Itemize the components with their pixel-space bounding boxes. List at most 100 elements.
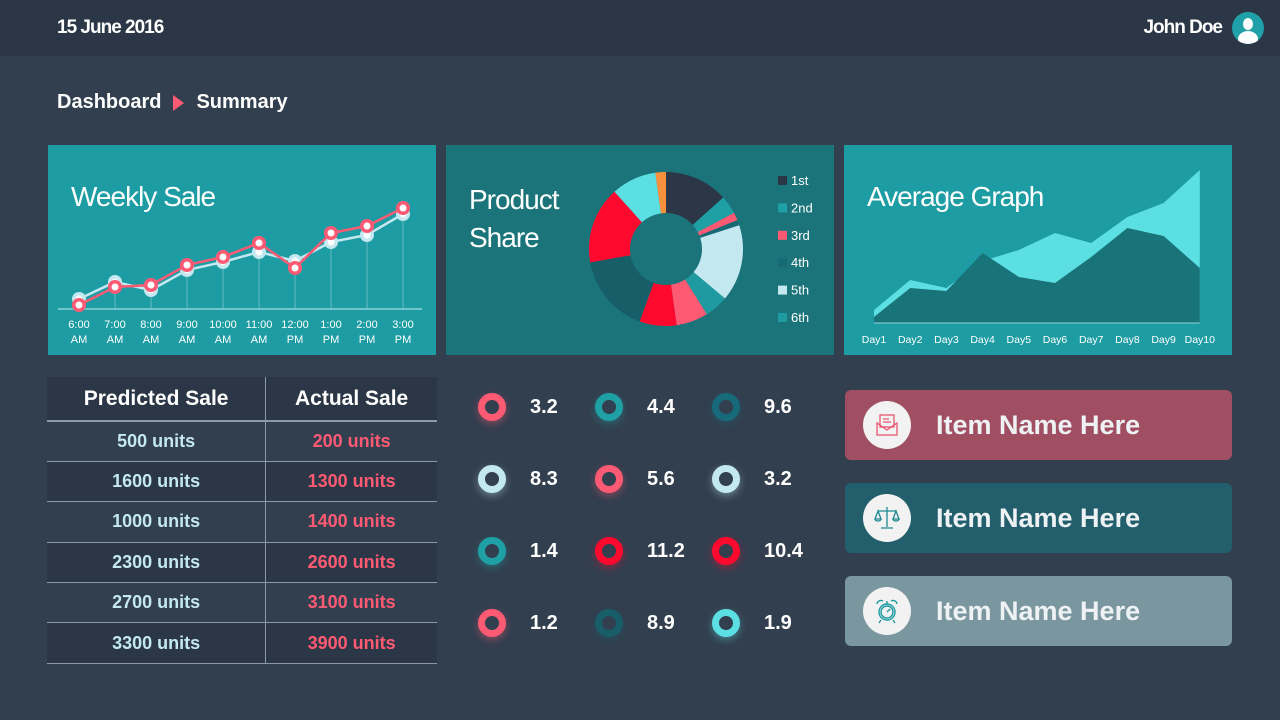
- x-tick-label: 3:00: [392, 319, 413, 331]
- metric-value: 10.4: [764, 539, 803, 562]
- actual-cell: 2600 units: [265, 542, 437, 584]
- card-title: Weekly Sale: [71, 181, 216, 212]
- ring-icon: [595, 609, 623, 637]
- x-tick-label: 7:00: [104, 319, 125, 331]
- x-tick-label: Day10: [1185, 334, 1216, 346]
- metric-item: 10.4: [712, 537, 803, 565]
- pie-slice: [697, 212, 738, 236]
- predicted-cell: 1600 units: [47, 461, 267, 503]
- data-point-center: [255, 239, 263, 247]
- legend-label: 6th: [791, 310, 809, 325]
- ring-icon: [595, 465, 623, 493]
- data-point-center: [363, 231, 371, 239]
- metric-value: 8.9: [647, 611, 675, 634]
- data-point-center: [399, 204, 407, 212]
- legend-swatch: [778, 230, 787, 240]
- item-button[interactable]: Item Name Here: [845, 576, 1232, 646]
- x-tick-label: 2:00: [356, 319, 377, 331]
- weekly-sale-card: Weekly Sale 6:00 AM 7:00 AM 8:00 AM 9:00 AM 10:0…: [48, 145, 436, 355]
- ring-icon: [712, 609, 740, 637]
- pie-slice: [589, 191, 642, 263]
- data-point-center: [183, 261, 191, 269]
- metric-value: 3.2: [530, 395, 558, 418]
- data-point-center: [327, 238, 335, 246]
- item-label: Item Name Here: [936, 409, 1141, 440]
- legend-label: 5th: [791, 283, 809, 298]
- x-tick-label: Day4: [970, 334, 995, 346]
- product-share-chart: 1st 2nd 3rd 4th 5th 6th: [589, 172, 813, 326]
- pie-slice: [693, 225, 743, 299]
- ring-icon: [595, 537, 623, 565]
- scales-icon: [863, 494, 911, 542]
- pie-slice: [692, 197, 734, 233]
- alarm-clock-icon: [863, 587, 911, 635]
- table-row: 2700 units 3100 units: [47, 582, 437, 624]
- predicted-cell: 2700 units: [47, 582, 267, 624]
- metric-value: 1.4: [530, 539, 558, 562]
- data-point-center: [255, 248, 263, 256]
- pie-slice: [671, 279, 707, 326]
- predicted-cell: 2300 units: [47, 542, 267, 584]
- x-tick-label: PM: [287, 334, 304, 346]
- metric-item: 8.3: [478, 465, 558, 493]
- pie-slice: [699, 220, 740, 238]
- x-tick-label: 6:00: [68, 319, 89, 331]
- legend-swatch: [778, 203, 787, 213]
- item-button[interactable]: Item Name Here: [845, 390, 1232, 460]
- metric-value: 1.2: [530, 611, 558, 634]
- metric-value: 5.6: [647, 467, 675, 490]
- x-tick-label: 11:00: [246, 319, 273, 331]
- x-tick-label: AM: [71, 334, 88, 346]
- metric-value: 11.2: [647, 539, 685, 562]
- series-line-pink: [78, 206, 404, 307]
- legend-label: 3rd: [791, 228, 810, 243]
- date-label: 15 June 2016: [57, 17, 164, 38]
- metric-item: 8.9: [595, 609, 675, 637]
- data-point-center: [111, 283, 119, 291]
- breadcrumb-dashboard[interactable]: Dashboard: [57, 91, 162, 113]
- legend-swatch: [778, 313, 787, 322]
- column-header: Actual Sale: [265, 377, 437, 422]
- ring-icon: [595, 393, 623, 421]
- x-tick-label: AM: [143, 334, 160, 346]
- predicted-cell: 500 units: [47, 421, 267, 462]
- x-tick-label: 12:00: [281, 319, 309, 331]
- sales-table: Predicted Sale Actual Sale 500 units 200 …: [47, 377, 437, 664]
- product-share-card: Product Share 1st 2nd 3rd 4th 5th 6th: [446, 145, 834, 355]
- data-point-center: [147, 281, 155, 289]
- x-tick-label: Day3: [934, 334, 959, 346]
- user-name[interactable]: John Doe: [1143, 17, 1223, 38]
- pie-slice: [639, 282, 677, 326]
- item-label: Item Name Here: [936, 502, 1141, 533]
- average-graph-card: Average Graph Day1 Day2 Day3 Day4 Day5 Day6 Da…: [844, 145, 1232, 355]
- legend-swatch: [778, 285, 787, 295]
- card-title: Average Graph: [867, 181, 1044, 212]
- avatar[interactable]: [1232, 12, 1264, 44]
- table-row: 1000 units 1400 units: [47, 501, 437, 543]
- pie-slice: [685, 272, 725, 315]
- pie-slice: [614, 172, 661, 223]
- ring-icon: [478, 609, 506, 637]
- metric-item: 1.2: [478, 609, 558, 637]
- x-tick-label: AM: [107, 334, 124, 346]
- column-header: Predicted Sale: [47, 377, 267, 422]
- metric-item: 5.6: [595, 465, 675, 493]
- x-tick-label: 9:00: [176, 319, 197, 331]
- table-row: 2300 units 2600 units: [47, 542, 437, 584]
- metric-item: 11.2: [595, 537, 685, 565]
- item-button[interactable]: Item Name Here: [845, 483, 1232, 553]
- ring-icon: [712, 537, 740, 565]
- predicted-cell: 3300 units: [47, 622, 267, 664]
- ring-icon: [712, 465, 740, 493]
- x-tick-label: Day8: [1115, 334, 1140, 346]
- x-tick-label: PM: [395, 334, 412, 346]
- card-title: Product Share: [469, 184, 560, 253]
- actual-cell: 3100 units: [265, 582, 437, 624]
- x-tick-label: PM: [359, 334, 376, 346]
- x-tick-label: 8:00: [140, 319, 161, 331]
- metric-item: 1.4: [478, 537, 558, 565]
- x-tick-label: Day9: [1151, 334, 1176, 346]
- data-point-center: [327, 229, 335, 237]
- pie-slice: [655, 172, 666, 214]
- legend-label: 1st: [791, 173, 809, 188]
